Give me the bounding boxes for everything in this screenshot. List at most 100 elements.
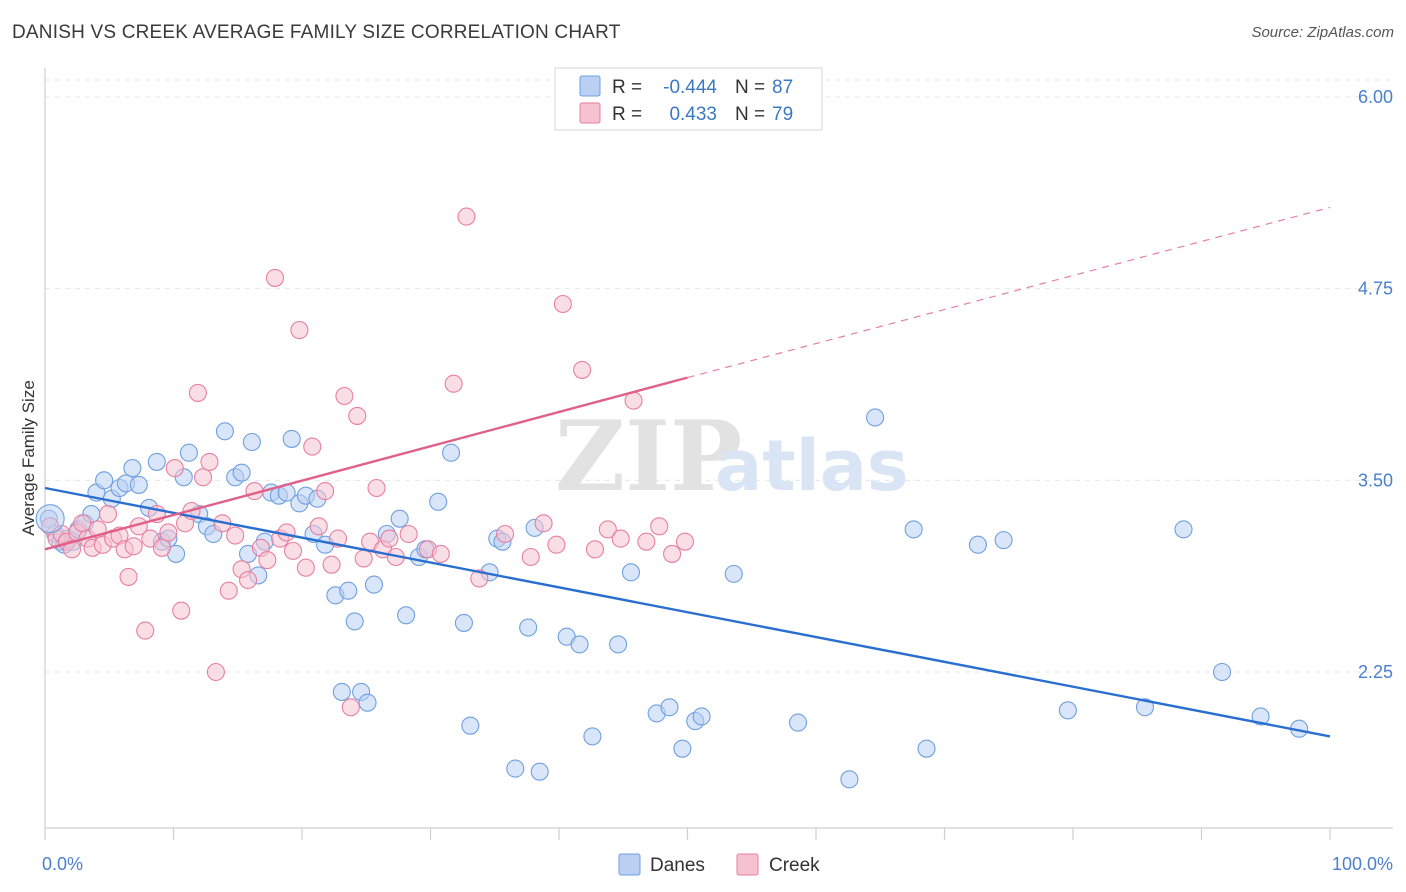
creek-point-63	[457, 207, 476, 226]
data-points	[35, 207, 1309, 789]
danes-point-80	[917, 739, 936, 758]
creek-point-53	[354, 549, 373, 568]
creek-point-69	[553, 294, 572, 314]
danes-point-22	[179, 443, 198, 462]
creek-point-24	[172, 601, 191, 620]
danes-point-55	[442, 443, 461, 462]
watermark-atlas: atlas	[715, 425, 909, 507]
creek-point-6	[73, 514, 92, 533]
creek-point-75	[637, 532, 656, 551]
creek-point-57	[380, 529, 399, 548]
creek-point-11	[98, 505, 118, 524]
creek-point-72	[598, 520, 617, 539]
legend-r-value-danes: -0.444	[663, 77, 717, 98]
creek-point-68	[547, 535, 566, 554]
creek-point-48	[322, 555, 341, 574]
creek-point-39	[265, 268, 285, 287]
legend-r-label-danes: R =	[612, 77, 642, 98]
danes-point-79	[904, 520, 923, 539]
trend-line-danes	[44, 486, 1331, 738]
creek-point-4	[62, 540, 82, 559]
creek-point-50	[335, 386, 354, 406]
creek-point-27	[188, 383, 207, 402]
creek-point-71	[585, 540, 605, 559]
creek-point-22	[159, 523, 178, 542]
danes-point-87	[1251, 707, 1270, 726]
danes-point-76	[788, 713, 808, 732]
danes-point-large	[35, 504, 65, 534]
y-tick-label-3: 6.00	[1358, 87, 1393, 107]
chart-source: Source: ZipAtlas.com	[1251, 24, 1394, 41]
creek-point-44	[296, 558, 315, 577]
creek-point-65	[495, 524, 515, 544]
bottom-legend-label-danes: Danes	[650, 855, 705, 876]
axes	[44, 68, 1393, 840]
legend-swatch-creek	[579, 102, 601, 124]
danes-point-72	[673, 739, 692, 758]
danes-point-15	[129, 475, 148, 494]
danes-point-84	[1135, 698, 1155, 717]
watermark: ZIP atlas	[555, 400, 909, 513]
danes-point-54	[429, 492, 448, 511]
danes-point-67	[583, 727, 602, 746]
danes-point-44	[339, 581, 358, 600]
watermark-zip: ZIP	[555, 400, 742, 513]
legend-r-label-creek: R =	[612, 104, 642, 125]
creek-point-43	[290, 321, 309, 340]
bottom-legend-swatch-creek	[736, 853, 759, 876]
creek-point-61	[431, 544, 450, 563]
legend-n-value-danes: 87	[772, 77, 793, 98]
y-tick-labels: 2.25 3.50 4.75 6.00	[1358, 87, 1393, 682]
danes-point-66	[570, 635, 589, 654]
creek-point-52	[348, 406, 367, 425]
creek-point-30	[206, 662, 225, 682]
creek-point-21	[152, 538, 171, 557]
danes-point-57	[461, 716, 480, 735]
y-tick-label-1: 3.50	[1358, 470, 1393, 490]
creek-point-45	[303, 437, 322, 456]
danes-point-17	[147, 452, 166, 471]
creek-point-18	[136, 621, 155, 640]
y-axis-label: Average Family Size	[19, 380, 38, 536]
bottom-legend: Danes Creek	[618, 853, 820, 876]
danes-point-75	[724, 564, 743, 583]
creek-point-33	[226, 526, 245, 545]
legend-swatch-danes	[579, 75, 601, 97]
danes-point-69	[621, 563, 641, 582]
creek-point-62	[444, 374, 463, 393]
creek-point-28	[194, 468, 213, 487]
creek-point-55	[367, 478, 386, 498]
creek-point-78	[675, 532, 694, 551]
danes-point-71	[660, 698, 679, 717]
danes-point-28	[232, 463, 251, 482]
danes-point-68	[609, 635, 628, 654]
danes-point-81	[968, 535, 987, 554]
danes-point-86	[1213, 662, 1232, 682]
legend-n-value-creek: 79	[772, 104, 793, 125]
trend-line-creek	[44, 376, 688, 551]
x-tick-label-max: 100.0%	[1332, 854, 1393, 874]
y-tick-label-2: 4.75	[1358, 279, 1393, 299]
legend-n-label-creek: N =	[735, 104, 765, 125]
danes-point-83	[1058, 701, 1077, 720]
creek-point-59	[399, 524, 418, 544]
creek-point-16	[124, 537, 143, 556]
creek-point-73	[611, 529, 630, 548]
creek-point-32	[219, 581, 238, 600]
creek-point-29	[200, 452, 219, 471]
creek-point-70	[573, 360, 592, 379]
danes-point-43	[332, 682, 351, 701]
danes-point-78	[866, 408, 885, 427]
creek-point-42	[283, 541, 303, 560]
creek-point-47	[316, 482, 335, 501]
danes-point-56	[454, 613, 473, 632]
danes-point-45	[345, 612, 364, 631]
chart-title: DANISH VS CREEK AVERAGE FAMILY SIZE CORR…	[12, 22, 621, 43]
creek-point-76	[650, 517, 669, 536]
danes-point-48	[364, 575, 384, 594]
bottom-legend-label-creek: Creek	[769, 855, 820, 876]
creek-point-35	[238, 570, 258, 590]
creek-point-23	[165, 459, 184, 478]
creek-point-66	[521, 547, 540, 567]
